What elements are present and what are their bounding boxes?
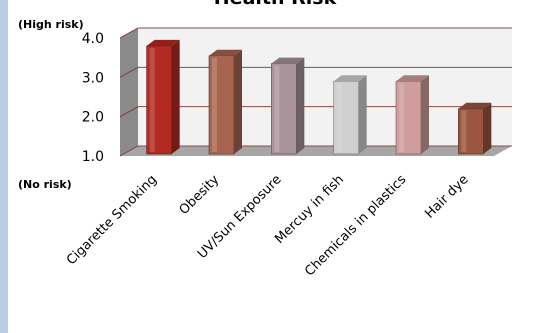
bar-side xyxy=(483,102,492,154)
left-accent-strip xyxy=(0,0,8,333)
bar-side xyxy=(296,57,305,154)
gridline-side xyxy=(119,106,139,118)
x-category-label: Chemicals in plastics xyxy=(302,172,409,279)
bar-top xyxy=(396,75,429,82)
gridline-side xyxy=(119,145,139,157)
gridline-side xyxy=(119,27,139,39)
bars xyxy=(146,39,492,155)
gridline-side xyxy=(119,66,139,78)
bar xyxy=(208,49,242,155)
bar-highlight xyxy=(274,65,280,152)
bar-top xyxy=(209,49,242,56)
bar-highlight xyxy=(399,83,404,152)
bar-highlight xyxy=(149,47,155,152)
bar-top xyxy=(146,39,180,46)
x-category-label: Cigarette Smoking xyxy=(64,172,160,268)
side-wall xyxy=(120,28,138,156)
chart-title: Health Risk xyxy=(214,0,337,9)
bar-highlight xyxy=(212,57,217,153)
bar-side xyxy=(234,49,242,155)
bar xyxy=(333,75,367,155)
bar xyxy=(395,75,429,155)
bar-side xyxy=(171,39,180,154)
y-tick-label: 4.0 xyxy=(82,31,104,47)
bar xyxy=(146,39,180,155)
y-tick-label: 2.0 xyxy=(82,110,104,126)
bar-top xyxy=(333,75,367,82)
bar-side xyxy=(421,75,429,154)
y-axis-ticks: 1.0 2.0 3.0 4.0 xyxy=(82,31,104,165)
back-wall xyxy=(138,28,512,146)
x-category-label: Hair dye xyxy=(422,172,471,221)
bar-side xyxy=(358,75,367,154)
bar xyxy=(271,57,305,155)
bar-highlight xyxy=(461,110,467,152)
bar-top xyxy=(271,57,305,64)
bar-top xyxy=(458,102,492,109)
y-tick-label: 3.0 xyxy=(82,70,104,86)
y-axis-low-note: (No risk) xyxy=(18,178,72,191)
x-category-label: Obesity xyxy=(177,172,223,218)
y-tick-label: 1.0 xyxy=(82,149,104,165)
bar xyxy=(458,102,492,155)
bar-highlight xyxy=(336,83,342,152)
y-axis-high-note: (High risk) xyxy=(18,18,84,31)
